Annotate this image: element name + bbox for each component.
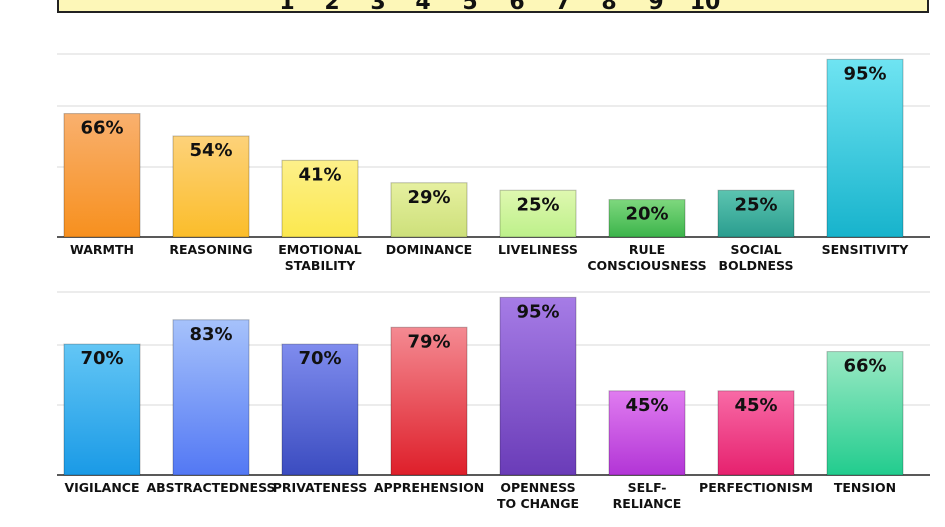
value-label-abstractedness: 83% (189, 324, 232, 345)
category-label-tension: TENSION (834, 480, 896, 495)
bar-emotional-stability (281, 159, 359, 238)
category-label-social-boldness: BOLDNESS (719, 258, 794, 273)
category-label-reasoning: REASONING (169, 242, 252, 257)
bar-privateness (281, 343, 359, 476)
value-label-emotional-stability: 41% (298, 164, 341, 185)
category-label-rule-consciousness: RULE (629, 242, 665, 257)
category-label-sensitivity: SENSITIVITY (822, 242, 910, 257)
scale-number-4: 4 (415, 0, 431, 15)
chart-panel-2: 70% VIGILANCE 83% ABSTRACTEDNESS 70% PRIVATEN… (57, 291, 930, 511)
category-label-liveliness: LIVELINESS (498, 242, 578, 257)
scale-number-6: 6 (509, 0, 525, 15)
category-label-social-boldness: SOCIAL (730, 242, 781, 257)
category-label-vigilance: VIGILANCE (64, 480, 139, 495)
value-label-tension: 66% (843, 356, 886, 377)
category-label-openness-to-change: OPENNESS (500, 480, 575, 495)
bar-self-reliance (608, 390, 686, 476)
chart-panel-1: 66% WARMTH 54% REASONING 41% EMOTIONALSTABILI… (57, 53, 930, 273)
value-label-dominance: 29% (407, 187, 450, 208)
bar-reasoning (172, 135, 250, 238)
category-label-apprehension: APPREHENSION (374, 480, 484, 495)
category-label-privateness: PRIVATENESS (273, 480, 367, 495)
bar-dominance (390, 182, 468, 238)
bar-sensitivity (826, 58, 904, 238)
category-label-rule-consciousness: CONSCIOUSNESS (587, 258, 706, 273)
bar-apprehension (390, 326, 468, 476)
value-label-social-boldness: 25% (734, 194, 777, 215)
value-label-privateness: 70% (298, 348, 341, 369)
value-label-openness-to-change: 95% (516, 301, 559, 322)
category-label-abstractedness: ABSTRACTEDNESS (146, 480, 275, 495)
value-label-apprehension: 79% (407, 331, 450, 352)
bar-social-boldness (717, 189, 795, 238)
category-label-self-reliance: RELIANCE (613, 496, 682, 511)
value-label-perfectionism: 45% (734, 395, 777, 416)
scale-number-1: 1 (279, 0, 295, 15)
value-label-sensitivity: 95% (843, 63, 886, 84)
category-label-perfectionism: PERFECTIONISM (699, 480, 813, 495)
value-label-warmth: 66% (80, 118, 123, 139)
category-label-emotional-stability: EMOTIONAL (278, 242, 362, 257)
category-label-dominance: DOMINANCE (386, 242, 472, 257)
value-label-reasoning: 54% (189, 140, 232, 161)
bar-liveliness (499, 189, 577, 238)
bar-vigilance (63, 343, 141, 476)
bar-abstractedness (172, 319, 250, 476)
scale-numbers: 1 2 3 4 5 6 7 8 9 10 (59, 0, 927, 15)
value-label-vigilance: 70% (80, 348, 123, 369)
scale-number-10: 10 (689, 0, 721, 15)
bar-tension (826, 351, 904, 476)
scale-number-3: 3 (370, 0, 386, 15)
scale-number-5: 5 (462, 0, 478, 15)
scale-number-8: 8 (601, 0, 617, 15)
scale-number-7: 7 (555, 0, 571, 15)
value-label-rule-consciousness: 20% (625, 204, 668, 225)
scale-number-9: 9 (648, 0, 664, 15)
value-label-self-reliance: 45% (625, 395, 668, 416)
category-label-warmth: WARMTH (70, 242, 134, 257)
bar-rule-consciousness (608, 199, 686, 238)
category-label-emotional-stability: STABILITY (285, 258, 357, 273)
category-label-self-reliance: SELF- (628, 480, 667, 495)
category-label-openness-to-change: TO CHANGE (497, 496, 579, 511)
bar-warmth (63, 113, 141, 238)
bar-openness-to-change (499, 296, 577, 476)
value-label-liveliness: 25% (516, 194, 559, 215)
scale-bar: 1 2 3 4 5 6 7 8 9 10 (57, 0, 929, 15)
scale-number-2: 2 (324, 0, 340, 15)
bar-perfectionism (717, 390, 795, 476)
